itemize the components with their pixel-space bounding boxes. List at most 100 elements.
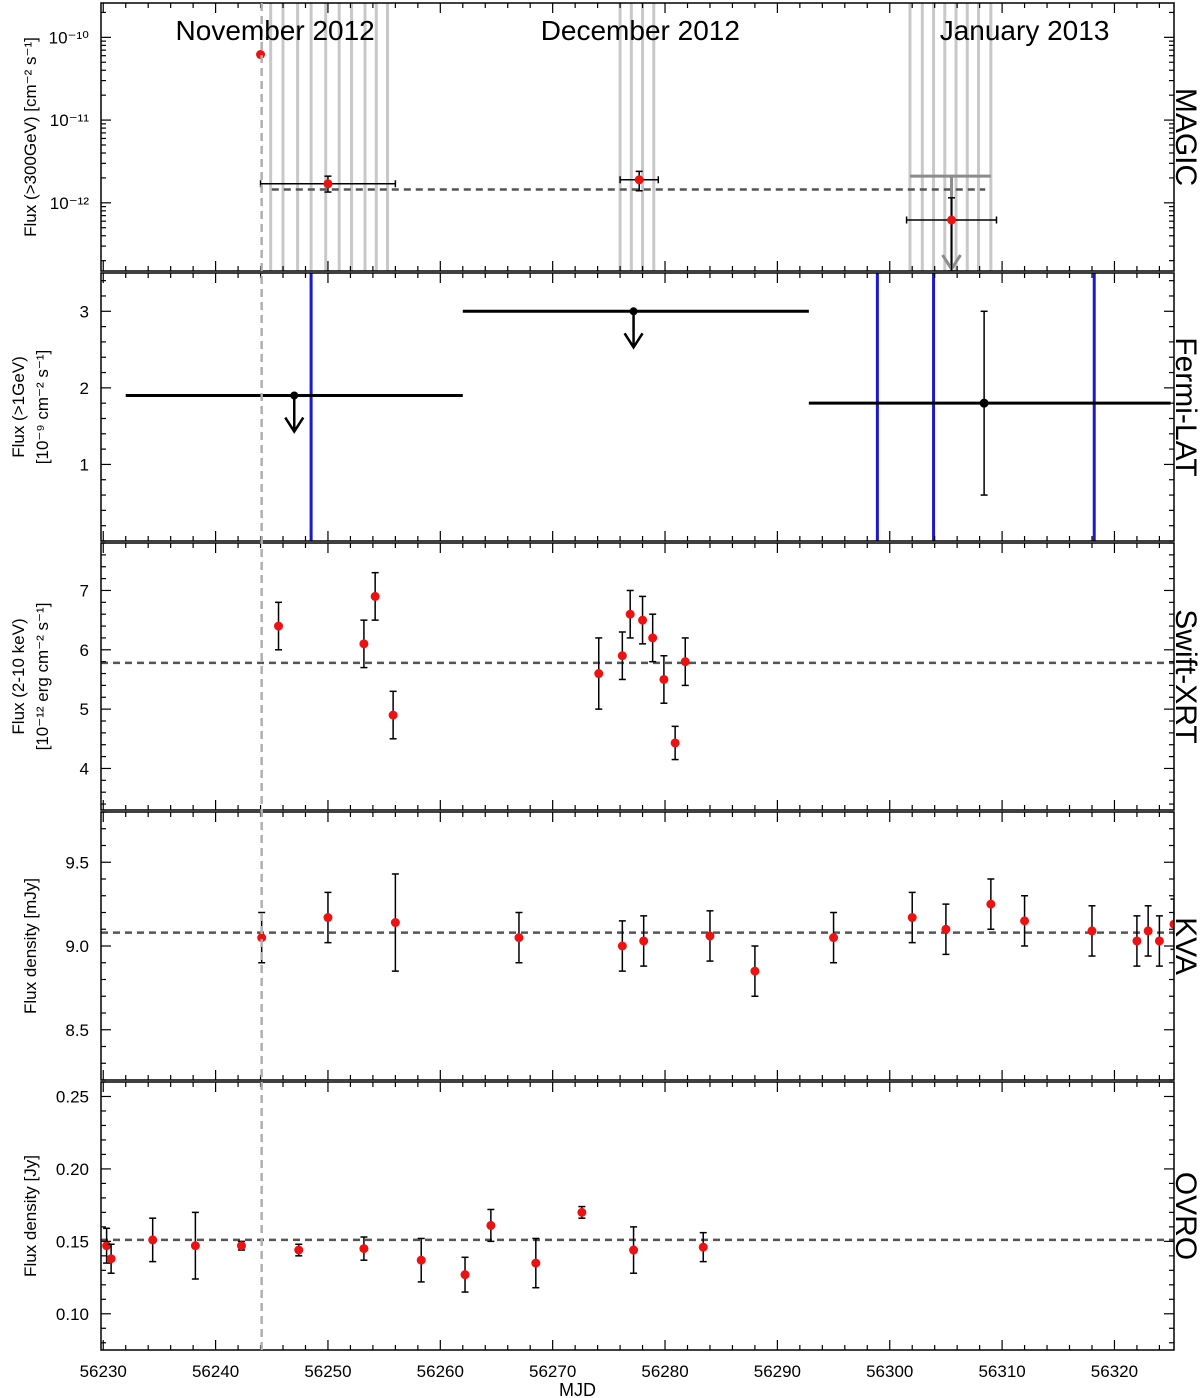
instrument-label: Fermi-LAT: [1169, 337, 1200, 476]
data-point: [638, 615, 648, 625]
data-point: [648, 633, 658, 643]
instrument-label: OVRO: [1169, 1172, 1200, 1260]
data-point: [629, 307, 638, 316]
data-point: [294, 1245, 304, 1255]
instrument-label: Swift-XRT: [1169, 609, 1200, 743]
y-tick-label: 9.5: [65, 853, 89, 872]
panel-plot-area-magic: [256, 3, 998, 271]
data-point: [750, 966, 760, 976]
panel-plot-area-xrt: [101, 571, 1174, 761]
x-axis-label: MJD: [559, 1380, 596, 1398]
data-point: [947, 215, 957, 225]
y-tick-label: 10⁻¹¹: [50, 111, 90, 130]
data-point: [617, 651, 627, 661]
data-point: [388, 710, 398, 720]
x-tick-label: 56320: [1091, 1362, 1138, 1381]
data-point: [236, 1241, 246, 1251]
panel-kva: 8.5 9.0 9.5 Flux density [mJy] KVA: [21, 811, 1200, 1081]
y-tick-label: 7: [80, 581, 89, 600]
y-axis-label: Flux density [Jy]: [21, 1155, 40, 1277]
data-point: [359, 1244, 369, 1254]
x-tick-label: 56230: [80, 1362, 127, 1381]
y-tick-label: 4: [80, 759, 89, 778]
x-tick-label: 56260: [417, 1362, 464, 1381]
y-tick-label: 6: [80, 641, 89, 660]
data-point: [594, 669, 604, 679]
panel-frame: [100, 2, 1175, 272]
upper-limit-arrow-head: [623, 332, 644, 350]
data-point: [629, 1245, 639, 1255]
panel-plot-area-ovro: [101, 1205, 1174, 1293]
data-point: [1154, 936, 1164, 946]
month-label: January 2013: [940, 15, 1110, 46]
x-tick-label: 56300: [866, 1362, 913, 1381]
data-point: [323, 913, 333, 923]
data-point: [634, 175, 644, 185]
data-point: [625, 609, 635, 619]
data-point: [416, 1255, 426, 1265]
y-axis-label-units: [10⁻¹² erg cm⁻² s⁻¹]: [33, 603, 52, 751]
y-axis-label: Flux (2-10 keV): [9, 618, 28, 734]
data-point: [829, 933, 839, 943]
panel-plot-area-fermi: [125, 273, 1171, 541]
data-point: [907, 913, 917, 923]
data-point: [323, 179, 333, 189]
x-tick-label: 56270: [529, 1362, 576, 1381]
y-tick-label: 2: [80, 379, 89, 398]
y-tick-label: 0.10: [56, 1305, 89, 1324]
data-point: [274, 621, 284, 631]
x-tick-label: 56310: [978, 1362, 1025, 1381]
panel-frame: [100, 272, 1175, 542]
y-tick-label: 10⁻¹²: [50, 194, 90, 213]
data-point: [1169, 919, 1174, 929]
data-point: [531, 1258, 541, 1268]
y-tick-label: 1: [80, 455, 89, 474]
panel-frame: [100, 1081, 1175, 1351]
panel-ovro: 0.10 0.15 0.20 0.25 Flux density [Jy] OVRO: [21, 1081, 1200, 1351]
data-point: [370, 591, 380, 601]
data-point: [979, 398, 989, 408]
upper-limit-arrow-head: [284, 416, 305, 434]
y-tick-label: 0.20: [56, 1160, 89, 1179]
y-tick-label: 5: [80, 700, 89, 719]
panel-magic: 10⁻¹² 10⁻¹¹ 10⁻¹⁰ Flux (>300GeV) [cm⁻² s⁻¹]…: [21, 2, 1200, 272]
data-point: [1143, 926, 1153, 936]
data-point: [617, 941, 627, 951]
x-tick-label: 56280: [641, 1362, 688, 1381]
y-tick-label: 0.15: [56, 1232, 89, 1251]
y-axis-label: Flux density [mJy]: [21, 878, 40, 1014]
panel-frame: [100, 542, 1175, 811]
data-point: [257, 933, 267, 943]
data-point: [705, 931, 715, 941]
y-axis-label: Flux (>300GeV) [cm⁻² s⁻¹]: [21, 37, 40, 237]
instrument-label: KVA: [1169, 917, 1200, 975]
data-point: [106, 1254, 116, 1264]
data-point: [680, 657, 690, 667]
month-label: November 2012: [176, 15, 375, 46]
data-point: [986, 899, 996, 909]
data-point: [698, 1242, 708, 1252]
data-point: [941, 924, 951, 934]
data-point: [639, 936, 649, 946]
instrument-label: MAGIC: [1169, 88, 1200, 186]
y-tick-label: 9.0: [65, 937, 89, 956]
y-tick-label: 8.5: [65, 1021, 89, 1040]
month-label: December 2012: [541, 15, 740, 46]
y-tick-label: 0.25: [56, 1087, 89, 1106]
x-tick-label: 56240: [192, 1362, 239, 1381]
data-point: [659, 674, 669, 684]
panels-layer: 10⁻¹² 10⁻¹¹ 10⁻¹⁰ Flux (>300GeV) [cm⁻² s⁻¹]…: [9, 2, 1200, 1351]
data-point: [190, 1241, 200, 1251]
data-point: [148, 1235, 158, 1245]
data-point: [670, 738, 680, 748]
data-point: [102, 1241, 112, 1251]
panel-xrt: 4 5 6 7 Flux (2-10 keV) [10⁻¹² erg cm⁻² s⁻¹] S…: [9, 542, 1200, 811]
data-point: [290, 391, 299, 400]
data-point: [1132, 936, 1142, 946]
data-point: [486, 1220, 496, 1230]
data-point: [390, 918, 400, 928]
y-axis-label-units: [10⁻⁹ cm⁻² s⁻¹]: [33, 350, 52, 464]
x-tick-label: 56290: [754, 1362, 801, 1381]
overlay-layer: November 2012 December 2012 January 201356…: [80, 3, 1138, 1398]
